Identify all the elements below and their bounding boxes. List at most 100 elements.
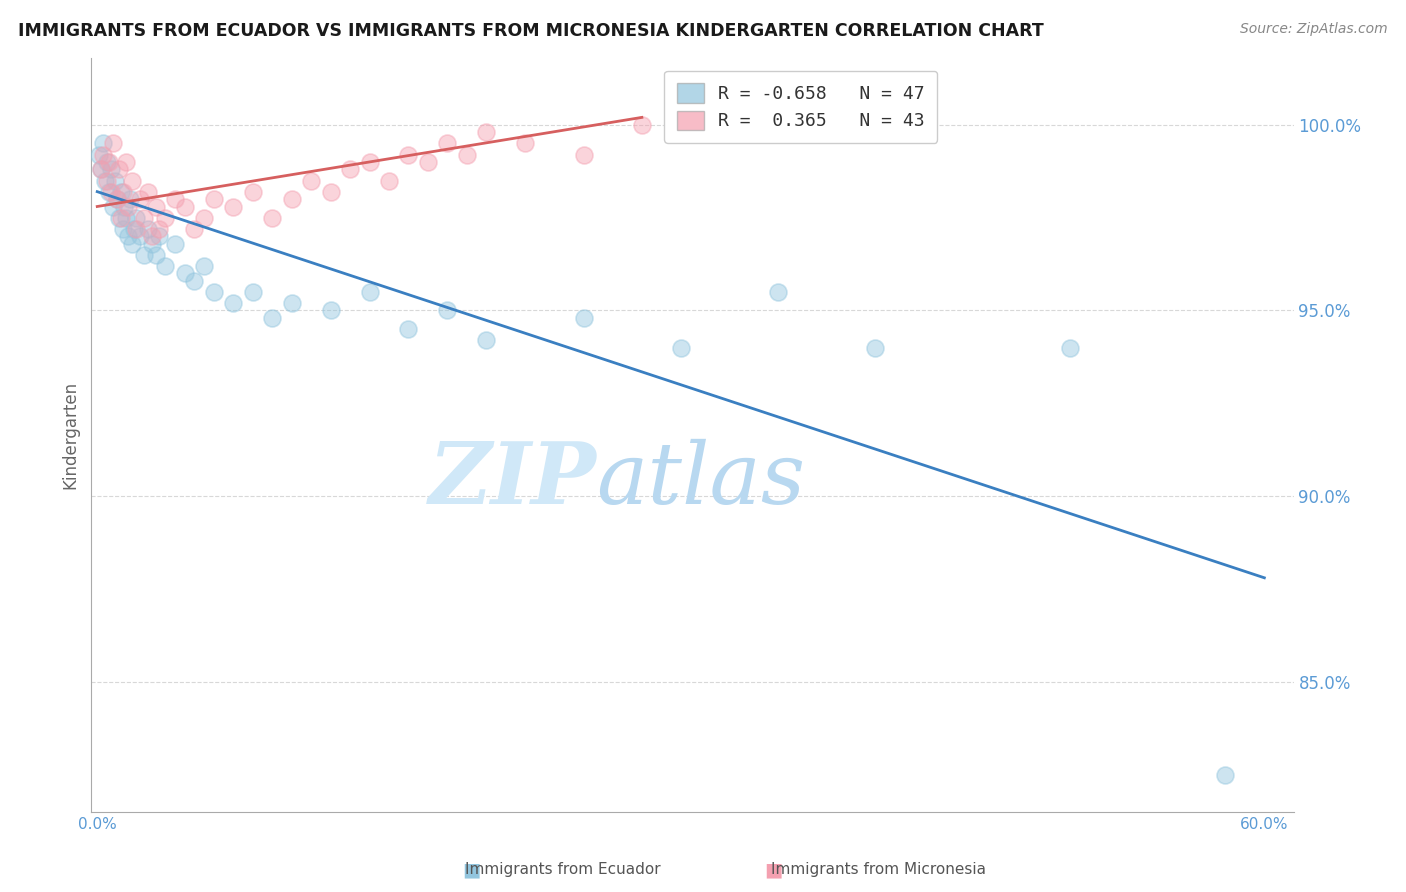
Point (107, 211, 129, 225)
Point (456, 147, 478, 161)
Point (1059, 341, 1081, 355)
Point (281, 296, 304, 310)
Point (101, 136, 124, 151)
Point (107, 162, 129, 177)
Point (572, 310, 595, 325)
Point (129, 192, 152, 206)
Point (222, 200, 245, 214)
Point (125, 221, 148, 235)
Point (96, 173, 118, 187)
Point (515, 136, 537, 151)
Point (141, 236, 163, 251)
Point (193, 211, 215, 225)
Point (766, 285, 789, 299)
Point (378, 173, 401, 187)
Point (398, 322, 420, 336)
Point (97, 185, 120, 199)
Point (111, 221, 134, 235)
Point (122, 221, 145, 235)
Point (121, 173, 143, 187)
Point (96, 155, 118, 169)
Point (120, 192, 142, 206)
Point (319, 185, 342, 199)
Point (132, 248, 155, 262)
Text: ZIP: ZIP (429, 438, 596, 522)
Point (141, 229, 163, 244)
Point (262, 310, 284, 325)
Point (163, 192, 186, 206)
Point (202, 192, 225, 206)
Point (436, 303, 458, 318)
Point (436, 136, 458, 151)
Text: atlas: atlas (596, 439, 806, 522)
Text: Immigrants from Micronesia: Immigrants from Micronesia (772, 863, 986, 877)
Point (91, 147, 114, 161)
Y-axis label: Kindergarten: Kindergarten (62, 381, 80, 489)
Point (281, 192, 304, 206)
Point (155, 211, 177, 225)
Point (262, 211, 284, 225)
Point (398, 147, 420, 161)
Point (89, 147, 111, 161)
Point (1215, 767, 1237, 781)
Point (475, 125, 498, 139)
Point (222, 296, 245, 310)
Point (129, 229, 152, 244)
Point (97, 155, 120, 169)
Point (111, 185, 134, 199)
Point (631, 118, 654, 132)
Point (114, 200, 136, 214)
Point (105, 192, 128, 206)
Point (572, 147, 595, 161)
Point (104, 173, 127, 187)
Point (136, 221, 159, 235)
Point (202, 285, 225, 299)
Point (299, 173, 322, 187)
Point (110, 185, 132, 199)
Point (148, 229, 170, 244)
Point (90, 162, 112, 177)
Point (136, 185, 159, 199)
Point (173, 200, 195, 214)
Point (94, 173, 117, 187)
Point (865, 341, 887, 355)
Point (148, 221, 170, 235)
Point (193, 259, 215, 273)
Text: IMMIGRANTS FROM ECUADOR VS IMMIGRANTS FROM MICRONESIA KINDERGARTEN CORRELATION C: IMMIGRANTS FROM ECUADOR VS IMMIGRANTS FR… (18, 22, 1045, 40)
Point (173, 266, 195, 280)
Point (416, 155, 439, 169)
Point (145, 248, 167, 262)
Point (110, 211, 132, 225)
Point (117, 200, 139, 214)
Point (145, 200, 167, 214)
Point (125, 211, 148, 225)
Point (132, 211, 155, 225)
Point (100, 185, 122, 199)
Point (183, 221, 205, 235)
Point (183, 274, 205, 288)
Point (359, 155, 381, 169)
Point (163, 236, 186, 251)
Point (117, 229, 139, 244)
Point (115, 155, 138, 169)
Text: ■: ■ (763, 860, 783, 880)
Point (155, 259, 177, 273)
Point (669, 341, 692, 355)
Text: Immigrants from Ecuador: Immigrants from Ecuador (464, 863, 661, 877)
Point (242, 185, 264, 199)
Legend: R = -0.658   N = 47, R =  0.365   N = 43: R = -0.658 N = 47, R = 0.365 N = 43 (664, 70, 938, 143)
Point (339, 162, 361, 177)
Point (90, 162, 112, 177)
Point (91, 136, 114, 151)
Point (100, 162, 122, 177)
Point (475, 333, 498, 347)
Text: Source: ZipAtlas.com: Source: ZipAtlas.com (1240, 22, 1388, 37)
Point (101, 200, 124, 214)
Point (359, 285, 381, 299)
Point (319, 303, 342, 318)
Point (121, 236, 143, 251)
Text: ■: ■ (461, 860, 481, 880)
Point (105, 192, 128, 206)
Point (242, 285, 264, 299)
Point (115, 211, 138, 225)
